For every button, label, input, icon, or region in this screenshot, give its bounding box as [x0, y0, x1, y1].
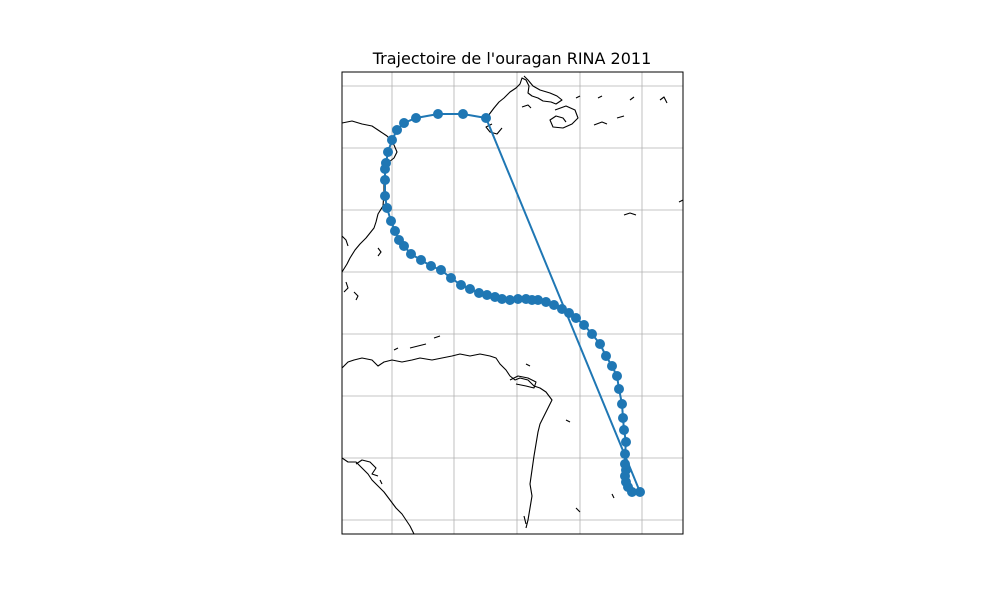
- coastline-islet: [623, 212, 637, 216]
- coastline-islet: [521, 104, 532, 109]
- track-point: [380, 191, 390, 201]
- track-point: [549, 300, 559, 310]
- track-point: [505, 295, 515, 305]
- track-point: [411, 113, 421, 123]
- hurricane-track: [380, 109, 645, 497]
- track-point: [390, 226, 400, 236]
- coastline-islet: [523, 515, 527, 525]
- track-point: [607, 361, 617, 371]
- chart-title: Trajectoire de l'ouragan RINA 2011: [372, 49, 652, 68]
- coastline-islet: [343, 281, 349, 293]
- track-point: [521, 294, 531, 304]
- track-point: [446, 273, 456, 283]
- track-point: [392, 125, 402, 135]
- coastline-islet: [678, 199, 683, 203]
- track-point: [595, 339, 605, 349]
- track-point: [381, 158, 391, 168]
- coastline-islet: [565, 419, 571, 423]
- coastline-islet: [659, 96, 668, 104]
- track-point: [426, 261, 436, 271]
- track-point: [601, 351, 611, 361]
- map-frame: [341, 71, 684, 535]
- track-point: [635, 487, 645, 497]
- track-point: [571, 313, 581, 323]
- track-point: [621, 437, 631, 447]
- map-coastlines: [342, 75, 683, 534]
- coastline-islet: [393, 347, 399, 351]
- track-point: [387, 135, 397, 145]
- track-point: [399, 118, 409, 128]
- track-point: [436, 265, 446, 275]
- track-point: [482, 290, 492, 300]
- coastline-islet: [409, 343, 427, 349]
- coastline-islet: [597, 95, 603, 99]
- coastline-islet: [525, 363, 531, 367]
- coastline-hispaniola-south: [485, 123, 503, 135]
- coastline-west-inlet: [342, 235, 349, 247]
- coastline-south-america: [342, 353, 553, 529]
- track-point: [382, 203, 392, 213]
- coastline-hispaniola: [487, 75, 563, 117]
- track-point: [465, 284, 475, 294]
- track-point: [587, 329, 597, 339]
- coastline-islet: [377, 247, 382, 257]
- track-point: [386, 216, 396, 226]
- coastline-puerto-rico-loop: [549, 105, 579, 129]
- track-point: [380, 175, 390, 185]
- coastline-islet: [353, 291, 359, 301]
- track-point: [394, 235, 404, 245]
- coastline-islet: [616, 115, 625, 119]
- track-point: [458, 109, 468, 119]
- coastline-gulf-loop: [509, 375, 537, 389]
- track-point: [490, 292, 500, 302]
- track-point: [618, 413, 628, 423]
- track-point: [620, 459, 630, 469]
- track-point: [383, 147, 393, 157]
- coastline-islet: [593, 121, 608, 126]
- track-point: [579, 320, 589, 330]
- track-point: [474, 288, 484, 298]
- coastline-islet: [611, 493, 615, 499]
- coastline-islet: [575, 507, 581, 513]
- track-point: [433, 109, 443, 119]
- track-point: [617, 399, 627, 409]
- track-point: [541, 297, 551, 307]
- coastline-islet: [629, 96, 635, 101]
- track-point: [619, 425, 629, 435]
- coastline-southwest-bay: [355, 459, 379, 477]
- track-point: [513, 294, 523, 304]
- coastline-islet: [433, 335, 441, 339]
- track-point: [456, 280, 466, 290]
- track-point: [557, 304, 567, 314]
- coastline-islet: [379, 479, 383, 485]
- track-point: [620, 449, 630, 459]
- track-point: [406, 249, 416, 259]
- track-point: [481, 113, 491, 123]
- coastline-islet: [575, 95, 581, 99]
- track-point: [614, 384, 624, 394]
- track-point: [416, 255, 426, 265]
- track-point: [612, 371, 622, 381]
